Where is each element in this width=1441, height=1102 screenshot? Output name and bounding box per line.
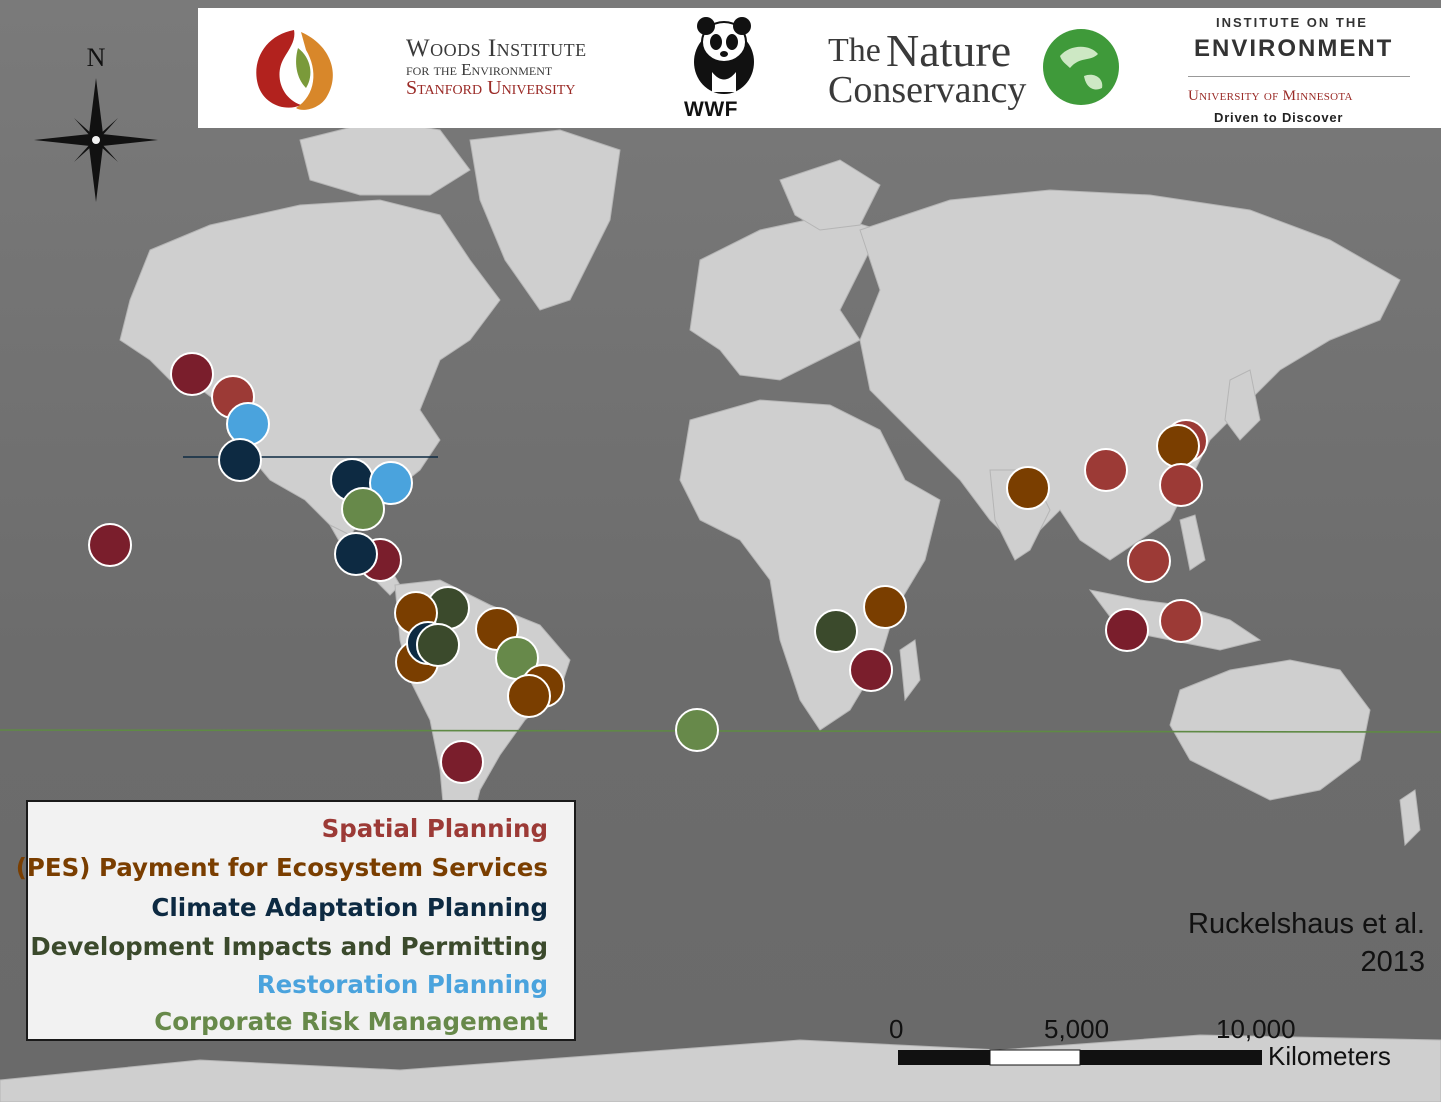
- site-marker-climate-adaptation[interactable]: [334, 532, 378, 576]
- scale-bar: [898, 1049, 1262, 1066]
- site-marker-spatial-planning-dark[interactable]: [440, 740, 484, 784]
- site-marker-spatial-planning[interactable]: [1084, 448, 1128, 492]
- citation: Ruckelshaus et al. 2013: [1188, 906, 1425, 981]
- site-marker-corporate-risk[interactable]: [675, 708, 719, 752]
- land-philippines: [1179, 514, 1206, 571]
- citation-authors: Ruckelshaus et al.: [1188, 908, 1425, 940]
- scale-seg-3: [1080, 1050, 1262, 1065]
- wwf-text: WWF: [684, 98, 738, 121]
- study-sites: [88, 352, 1208, 784]
- legend-spatial-planning: Spatial Planning: [321, 814, 548, 843]
- land-greenland: [469, 129, 621, 311]
- ioe-divider: [1188, 76, 1410, 77]
- site-marker-pes[interactable]: [507, 674, 551, 718]
- site-marker-spatial-planning-dark[interactable]: [1105, 608, 1149, 652]
- site-marker-restoration[interactable]: [369, 461, 413, 505]
- ioe-line4: Driven to Discover: [1214, 110, 1344, 125]
- woods-leaf-icon: [256, 30, 333, 110]
- scale-unit: Kilometers: [1268, 1041, 1391, 1071]
- site-marker-pes[interactable]: [1006, 466, 1050, 510]
- legend-development-impacts: Development Impacts and Permitting: [30, 932, 548, 961]
- north-label: N: [87, 43, 106, 72]
- woods-line3: Stanford University: [406, 77, 576, 99]
- north-arrow: [34, 78, 158, 202]
- scale-label-5000: 5,000: [1044, 1014, 1110, 1044]
- woods-institute-logo: Woods Institute for the Environment Stan…: [246, 8, 656, 128]
- legend-corporate-risk: Corporate Risk Management: [154, 1007, 548, 1036]
- scale-label-0: 0: [889, 1014, 904, 1044]
- land-australia: [1169, 659, 1371, 801]
- site-marker-restoration[interactable]: [226, 402, 270, 446]
- land-asia: [859, 189, 1401, 561]
- site-marker-pes[interactable]: [863, 585, 907, 629]
- southern-latitude-line: [0, 729, 1441, 733]
- woods-text: Woods Institute for the Environment Stan…: [406, 36, 587, 98]
- ioe-line2: ENVIRONMENT: [1194, 35, 1394, 62]
- site-marker-development-impacts[interactable]: [416, 623, 460, 667]
- site-marker-spatial-planning-dark[interactable]: [849, 648, 893, 692]
- site-marker-climate-adaptation[interactable]: [218, 438, 262, 482]
- land-new-zealand: [1399, 789, 1421, 847]
- woods-line2: for the Environment: [406, 60, 553, 79]
- site-marker-spatial-planning[interactable]: [1159, 463, 1203, 507]
- ioe-line3: University of Minnesota: [1188, 88, 1353, 104]
- site-marker-development-impacts[interactable]: [814, 609, 858, 653]
- tnc-the: The: [828, 32, 881, 69]
- site-marker-spatial-planning[interactable]: [1127, 539, 1171, 583]
- legend: Spatial Planning (PES) Payment for Ecosy…: [16, 800, 576, 1041]
- panda-icon: [694, 17, 754, 94]
- land-madagascar: [899, 639, 921, 702]
- land-scandinavia: [779, 159, 881, 231]
- site-marker-spatial-planning-dark[interactable]: [170, 352, 214, 396]
- scale-label-10000: 10,000: [1216, 1014, 1296, 1044]
- wwf-logo: WWF: [198, 8, 798, 128]
- site-marker-pes[interactable]: [1156, 424, 1200, 468]
- institute-on-environment-logo: INSTITUTE ON THE ENVIRONMENT University …: [198, 8, 1441, 128]
- woods-line1: Woods Institute: [406, 35, 587, 62]
- globe-icon: [1043, 29, 1119, 105]
- citation-year: 2013: [1360, 945, 1425, 978]
- legend-climate-adaptation: Climate Adaptation Planning: [151, 893, 548, 922]
- legend-restoration: Restoration Planning: [256, 970, 548, 999]
- logo-bar: Woods Institute for the Environment Stan…: [198, 8, 1441, 128]
- scale-seg-1: [898, 1050, 990, 1065]
- site-marker-spatial-planning-dark[interactable]: [88, 523, 132, 567]
- scale-seg-2: [989, 1049, 1081, 1066]
- site-marker-spatial-planning[interactable]: [1159, 599, 1203, 643]
- nature-conservancy-logo: The Nature Conservancy: [198, 8, 1158, 128]
- tnc-nature: Nature: [886, 25, 1012, 76]
- legend-pes: (PES) Payment for Ecosystem Services: [15, 853, 548, 882]
- tnc-conservancy: Conservancy: [828, 69, 1027, 111]
- site-marker-corporate-risk[interactable]: [341, 487, 385, 531]
- ioe-line1: INSTITUTE ON THE: [1216, 15, 1368, 30]
- land-japan: [1224, 369, 1261, 441]
